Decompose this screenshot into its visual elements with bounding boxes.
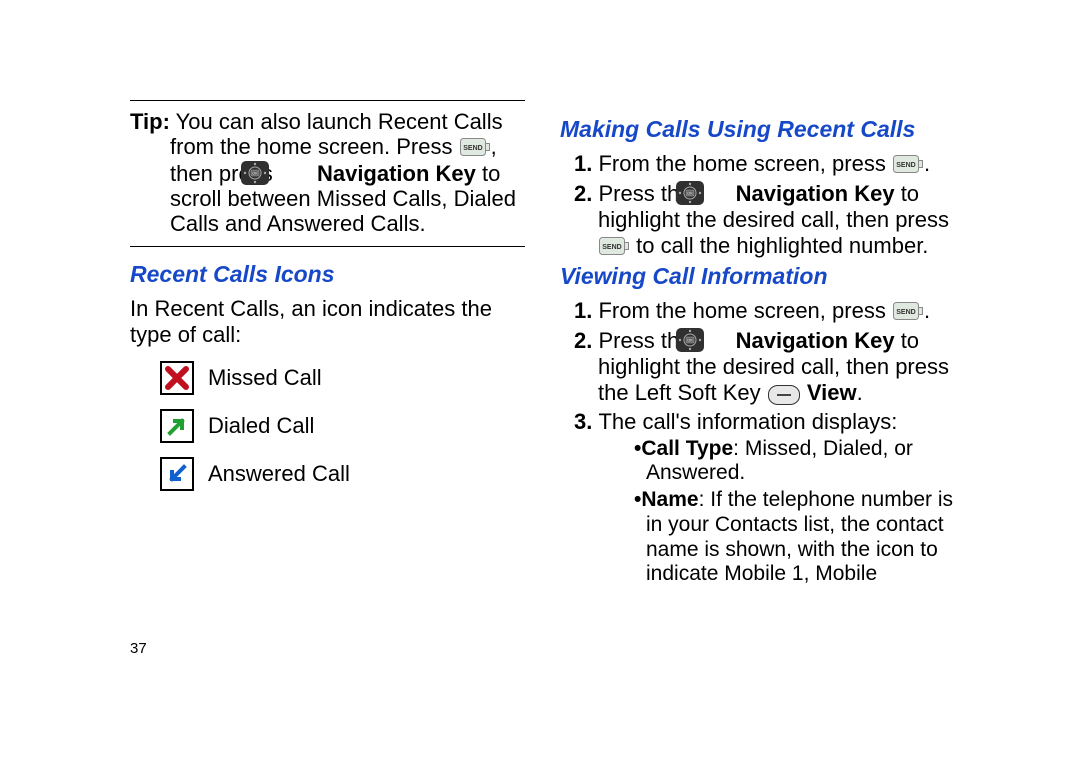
heading-making-calls: Making Calls Using Recent Calls [560,116,955,143]
svg-text:SEND: SEND [463,145,482,152]
legend-label-missed: Missed Call [208,365,322,391]
svg-text:OK: OK [252,170,258,175]
send-key-icon: SEND [893,155,923,176]
bullet-call-type: Call Type: Missed, Dialed, or Answered. [622,437,955,487]
viewing-step-1: From the home screen, press SEND. [560,298,955,324]
icon-legend-list: Missed Call Dialed Call Answered Call [130,361,525,491]
tip-top-divider [130,100,525,101]
legend-row-missed: Missed Call [160,361,525,395]
send-key-icon: SEND [599,237,629,258]
legend-row-answered: Answered Call [160,457,525,491]
bullet-name-label: Name [641,488,698,511]
making-calls-steps: From the home screen, press SEND. Press … [560,151,955,259]
viewing-step-3: The call's information displays: Call Ty… [560,409,955,588]
viewing-step-1-post: . [924,298,930,323]
legend-label-answered: Answered Call [208,461,350,487]
making-step-2-navlabel: Navigation Key [730,181,895,206]
dialed-call-icon [160,409,194,443]
tip-bottom-divider [130,246,525,247]
legend-row-dialed: Dialed Call [160,409,525,443]
bullet-name: Name: If the telephone number is in your… [622,488,955,587]
making-step-1-pre: From the home screen, press [598,151,891,176]
left-column: Tip: You can also launch Recent Calls fr… [130,100,525,505]
heading-viewing-info: Viewing Call Information [560,263,955,290]
bullet-call-type-label: Call Type [641,437,733,460]
making-step-1-post: . [924,151,930,176]
viewing-step-2-navlabel: Navigation Key [730,328,895,353]
svg-text:SEND: SEND [896,309,915,316]
navigation-key-icon: OK [699,180,729,206]
navigation-key-icon: OK [280,160,310,186]
heading-recent-calls-icons: Recent Calls Icons [130,261,525,288]
viewing-step-2-post: . [857,380,863,405]
viewing-step-2-viewlabel: View [801,380,857,405]
svg-text:SEND: SEND [602,244,621,251]
svg-text:OK: OK [687,337,693,342]
making-step-2-post: to call the highlighted number. [630,233,928,258]
tip-label: Tip: [130,109,170,134]
left-soft-key-icon [768,385,800,405]
tip-text-1: You can also launch Recent Calls from th… [170,109,503,159]
viewing-step-3-text: The call's information displays: [598,409,897,434]
tip-block: Tip: You can also launch Recent Calls fr… [130,109,525,236]
svg-text:SEND: SEND [896,162,915,169]
icons-intro: In Recent Calls, an icon indicates the t… [130,296,525,347]
tip-navkey-label: Navigation Key [311,161,476,186]
missed-call-icon [160,361,194,395]
viewing-step-2: Press the OK Navigation Key to highlight… [560,327,955,406]
right-column: Making Calls Using Recent Calls From the… [560,100,955,590]
call-info-bullets: Call Type: Missed, Dialed, or Answered. … [598,437,955,588]
page-number: 37 [130,640,147,657]
send-key-icon: SEND [460,138,490,159]
answered-call-icon [160,457,194,491]
making-step-2: Press the OK Navigation Key to highlight… [560,180,955,259]
legend-label-dialed: Dialed Call [208,413,314,439]
svg-text:OK: OK [687,190,693,195]
viewing-steps: From the home screen, press SEND. Press … [560,298,955,587]
send-key-icon: SEND [893,302,923,323]
viewing-step-1-pre: From the home screen, press [598,298,891,323]
navigation-key-icon: OK [699,327,729,353]
making-step-1: From the home screen, press SEND. [560,151,955,177]
